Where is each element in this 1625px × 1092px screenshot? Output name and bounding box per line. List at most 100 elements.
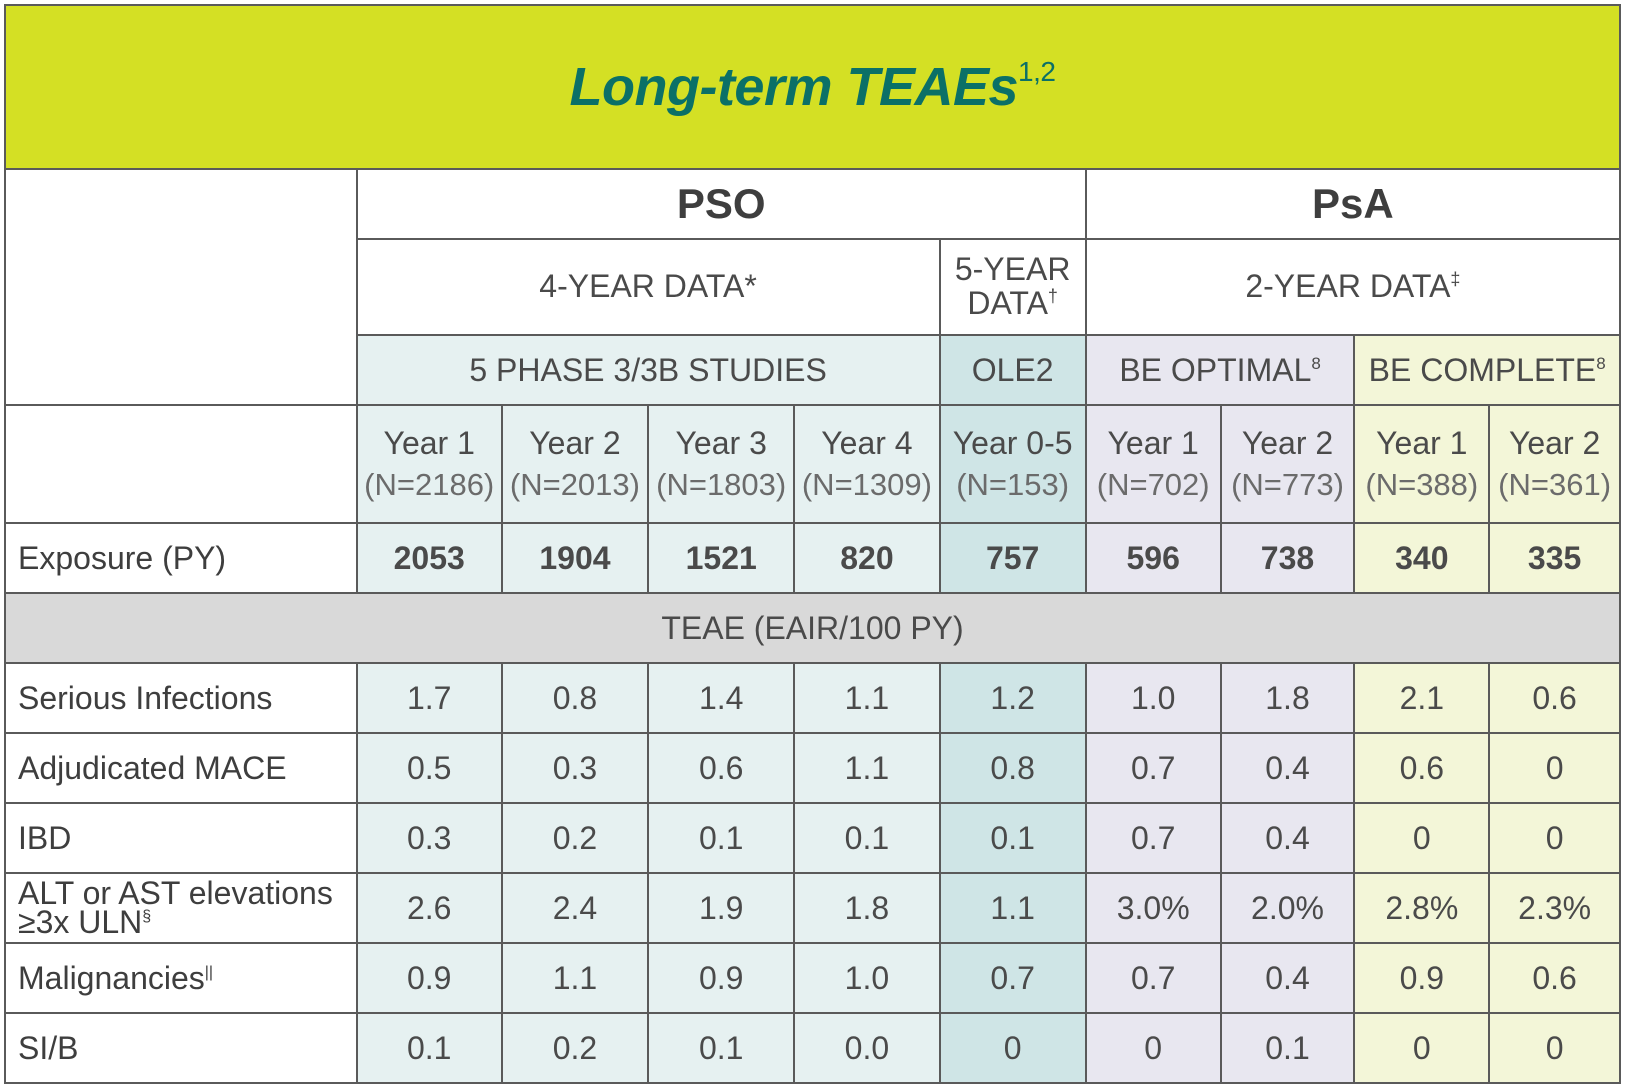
table-cell: 0.2	[500, 802, 650, 874]
row-label: Serious Infections	[4, 662, 358, 734]
table-cell: 0.1	[355, 1012, 503, 1084]
table-cell: 1.0	[1084, 662, 1222, 734]
table-cell: 1.8	[1219, 662, 1356, 734]
table-cell: 2.1	[1353, 662, 1491, 734]
table-row: SI/B 0.1 0.2 0.1 0.0 0 0 0.1 0 0	[4, 1012, 1621, 1084]
table-cell: 0.2	[500, 1012, 650, 1084]
table-cell: 1.7	[355, 662, 503, 734]
table-cell: 1.4	[647, 662, 796, 734]
table-cell: 340	[1353, 522, 1491, 594]
table-cell: 0.3	[500, 732, 650, 804]
table-cell: 1521	[647, 522, 796, 594]
table-cell: 0.9	[647, 942, 796, 1014]
column-header: Year 2 (N=361)	[1488, 404, 1621, 524]
table-cell: 0.7	[1084, 942, 1222, 1014]
table-cell: 1.2	[938, 662, 1087, 734]
table-cell: 2.0%	[1219, 872, 1356, 944]
table-cell: 0.1	[793, 802, 941, 874]
group-psa: PsA	[1084, 168, 1622, 240]
table-cell: 2053	[355, 522, 503, 594]
table-cell: 0.7	[938, 942, 1087, 1014]
teae-table: PSO PsA 4-YEAR DATA* 5-YEAR DATA† 2-YEAR…	[4, 168, 1622, 1084]
table-cell: 0	[1353, 1012, 1491, 1084]
period-4-year: 4-YEAR DATA*	[355, 238, 941, 336]
row-label: IBD	[4, 802, 358, 874]
row-label: Malignancies||	[4, 942, 358, 1014]
table-cell: 0	[1488, 1012, 1621, 1084]
table-cell: 0	[1488, 732, 1621, 804]
table-cell: 335	[1488, 522, 1621, 594]
row-label: Exposure (PY)	[4, 522, 358, 594]
column-header: Year 1 (N=702)	[1084, 404, 1222, 524]
table-cell: 1904	[500, 522, 650, 594]
exposure-row: Exposure (PY) 2053 1904 1521 820 757 596…	[4, 522, 1621, 594]
year-row-label	[4, 404, 358, 524]
table-cell: 1.1	[793, 732, 941, 804]
table-cell: 0.1	[647, 802, 796, 874]
table-cell: 596	[1084, 522, 1222, 594]
table-cell: 0.4	[1219, 802, 1356, 874]
table-cell: 1.1	[938, 872, 1087, 944]
table-cell: 0.6	[647, 732, 796, 804]
table-cell: 0.8	[938, 732, 1087, 804]
table-cell: 1.9	[647, 872, 796, 944]
study-be-complete: BE COMPLETE8	[1353, 334, 1621, 406]
column-header: Year 3 (N=1803)	[647, 404, 796, 524]
table-row: Malignancies|| 0.9 1.1 0.9 1.0 0.7 0.7 0…	[4, 942, 1621, 1014]
table-cell: 738	[1219, 522, 1356, 594]
table-cell: 0.9	[1353, 942, 1491, 1014]
table-cell: 0.6	[1488, 662, 1621, 734]
table-cell: 0.7	[1084, 802, 1222, 874]
title-refs: 1,2	[1018, 56, 1056, 87]
row-label: SI/B	[4, 1012, 358, 1084]
table-cell: 0.6	[1353, 732, 1491, 804]
column-header: Year 4 (N=1309)	[793, 404, 941, 524]
table-cell: 0.9	[355, 942, 503, 1014]
table-cell: 1.1	[500, 942, 650, 1014]
period-5-year: 5-YEAR DATA†	[938, 238, 1087, 336]
table-cell: 0	[1084, 1012, 1222, 1084]
table-cell: 0.4	[1219, 942, 1356, 1014]
table-cell: 3.0%	[1084, 872, 1222, 944]
table-cell: 757	[938, 522, 1087, 594]
title-banner: Long-term TEAEs1,2	[4, 4, 1621, 168]
column-header: Year 2 (N=2013)	[500, 404, 650, 524]
table-cell: 0.0	[793, 1012, 941, 1084]
table-row: Serious Infections 1.7 0.8 1.4 1.1 1.2 1…	[4, 662, 1621, 734]
row-label: Adjudicated MACE	[4, 732, 358, 804]
table-cell: 0.1	[647, 1012, 796, 1084]
table-cell: 820	[793, 522, 941, 594]
table-cell: 1.1	[793, 662, 941, 734]
table-cell: 1.0	[793, 942, 941, 1014]
table-cell: 0.8	[500, 662, 650, 734]
column-header: Year 0-5 (N=153)	[938, 404, 1087, 524]
table-cell: 0	[1488, 802, 1621, 874]
table-cell: 0.1	[1219, 1012, 1356, 1084]
table-cell: 0.7	[1084, 732, 1222, 804]
section-header-teae: TEAE (EAIR/100 PY)	[4, 592, 1621, 664]
table-cell: 0.5	[355, 732, 503, 804]
study-be-optimal: BE OPTIMAL8	[1084, 334, 1356, 406]
table-cell: 2.8%	[1353, 872, 1491, 944]
group-pso: PSO	[355, 168, 1087, 240]
table-cell: 2.3%	[1488, 872, 1621, 944]
study-phase3: 5 PHASE 3/3B STUDIES	[355, 334, 941, 406]
column-header: Year 1 (N=388)	[1353, 404, 1491, 524]
page-title: Long-term TEAEs1,2	[569, 56, 1056, 117]
table-cell: 0.1	[938, 802, 1087, 874]
table-cell: 2.4	[500, 872, 650, 944]
table-row: IBD 0.3 0.2 0.1 0.1 0.1 0.7 0.4 0 0	[4, 802, 1621, 874]
table-cell: 0	[1353, 802, 1491, 874]
row-label: ALT or AST elevations ≥3x ULN§	[4, 872, 358, 944]
header-corner	[4, 168, 358, 406]
table-cell: 0	[938, 1012, 1087, 1084]
period-2-year: 2-YEAR DATA‡	[1084, 238, 1622, 336]
table-row: ALT or AST elevations ≥3x ULN§ 2.6 2.4 1.…	[4, 872, 1621, 944]
column-header: Year 2 (N=773)	[1219, 404, 1356, 524]
table-cell: 1.8	[793, 872, 941, 944]
table-cell: 0.4	[1219, 732, 1356, 804]
table-cell: 0.6	[1488, 942, 1621, 1014]
table-cell: 2.6	[355, 872, 503, 944]
column-header: Year 1 (N=2186)	[355, 404, 503, 524]
study-ole2: OLE2	[938, 334, 1087, 406]
